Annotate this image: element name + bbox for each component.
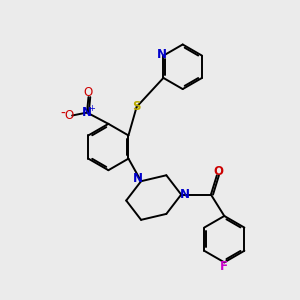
Text: -: - xyxy=(60,107,65,121)
Text: O: O xyxy=(64,109,73,122)
Text: N: N xyxy=(82,106,92,119)
Text: F: F xyxy=(220,260,228,273)
Text: O: O xyxy=(84,86,93,99)
Text: +: + xyxy=(88,104,95,113)
Text: N: N xyxy=(133,172,142,185)
Text: N: N xyxy=(180,188,190,201)
Text: S: S xyxy=(132,100,141,113)
Text: O: O xyxy=(213,165,224,178)
Text: N: N xyxy=(157,48,167,61)
